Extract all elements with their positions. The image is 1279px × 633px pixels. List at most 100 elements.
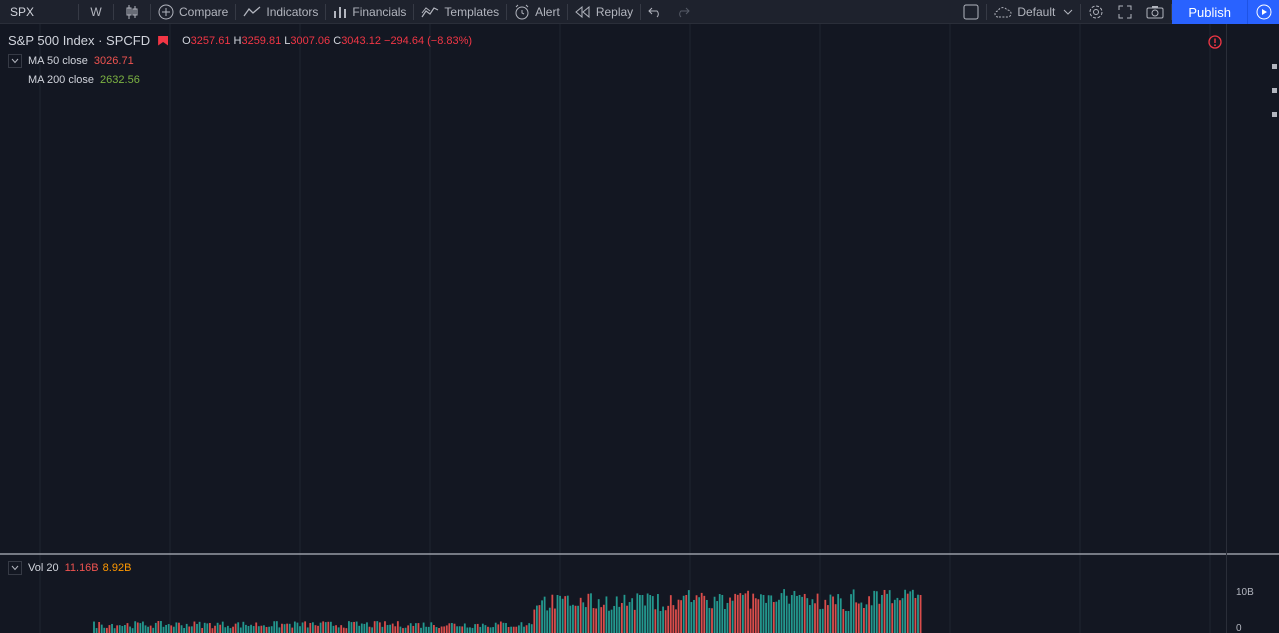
volume-bar bbox=[721, 594, 724, 633]
snapshot-button[interactable] bbox=[1139, 0, 1171, 24]
alert-button[interactable]: Alert bbox=[507, 0, 567, 24]
volume-bar bbox=[438, 628, 440, 633]
volume-bar bbox=[389, 624, 392, 633]
volume-bar bbox=[420, 627, 422, 633]
compare-button[interactable]: Compare bbox=[151, 0, 235, 24]
volume-bar bbox=[139, 623, 142, 633]
toolbar-divider bbox=[640, 3, 642, 20]
volume-bar bbox=[376, 621, 379, 633]
undo-button[interactable] bbox=[641, 0, 669, 24]
templates-button[interactable]: Templates bbox=[414, 0, 506, 24]
volume-bar bbox=[564, 596, 567, 633]
volume-bar bbox=[739, 593, 742, 633]
volume-bar bbox=[605, 596, 608, 633]
axis-marker bbox=[1272, 64, 1277, 69]
ma200-value: 2632.56 bbox=[100, 74, 140, 86]
collapse-indicators-button[interactable] bbox=[8, 54, 22, 68]
volume-bar bbox=[790, 595, 793, 633]
volume-bar bbox=[857, 603, 860, 633]
volume-bar bbox=[296, 622, 299, 633]
redo-button[interactable] bbox=[669, 0, 697, 24]
volume-bar bbox=[319, 622, 322, 633]
close-value: 3043.12 bbox=[341, 34, 381, 47]
volume-bar bbox=[309, 622, 312, 633]
volume-bar bbox=[662, 606, 664, 633]
volume-bar bbox=[136, 622, 139, 633]
volume-bar bbox=[669, 595, 672, 633]
volume-bar bbox=[793, 590, 796, 633]
volume-bar bbox=[883, 589, 886, 633]
volume-bar bbox=[610, 609, 613, 633]
templates-icon bbox=[421, 6, 439, 17]
volume-bar bbox=[304, 621, 307, 633]
volume-bar bbox=[175, 622, 178, 633]
chart-grid bbox=[0, 24, 1279, 633]
volume-bar bbox=[121, 626, 124, 633]
replay-button[interactable]: Replay bbox=[568, 0, 640, 24]
volume-bar bbox=[257, 626, 260, 633]
chart-style-button[interactable] bbox=[114, 0, 150, 24]
financials-button[interactable]: Financials bbox=[326, 0, 413, 24]
volume-layer bbox=[93, 589, 922, 633]
plus-circle-icon bbox=[158, 4, 174, 19]
volume-bar bbox=[566, 595, 569, 633]
volume-bar bbox=[657, 594, 659, 633]
volume-bar bbox=[875, 591, 878, 633]
settings-button[interactable] bbox=[1081, 0, 1111, 24]
symbol-search[interactable]: SPX bbox=[0, 0, 78, 24]
volume-bar bbox=[335, 625, 337, 633]
ma50-row[interactable]: MA 50 close 3026.71 bbox=[8, 54, 472, 68]
price-axis[interactable]: 3800.003600.003400.003200.002800.002600.… bbox=[1227, 24, 1277, 633]
fullscreen-button[interactable] bbox=[1111, 0, 1139, 24]
volume-bar bbox=[852, 589, 855, 633]
chart-legend: S&P 500 Index · SPCFD O3257.61 H3259.81 … bbox=[8, 33, 472, 86]
volume-bar bbox=[734, 593, 737, 633]
warning-icon[interactable] bbox=[1208, 35, 1222, 49]
publish-button[interactable]: Publish bbox=[1172, 0, 1247, 24]
volume-bar bbox=[322, 621, 325, 633]
volume-bar bbox=[162, 626, 165, 633]
volume-bar bbox=[765, 602, 767, 633]
toolbar-divider bbox=[506, 3, 508, 20]
ma200-row[interactable]: MA 200 close 2632.56 bbox=[28, 74, 472, 86]
volume-bar bbox=[100, 624, 103, 633]
volume-bar bbox=[569, 605, 572, 633]
volume-bar bbox=[381, 626, 384, 633]
volume-bar bbox=[783, 589, 785, 633]
volume-bar bbox=[752, 593, 755, 633]
ma50-label: MA 50 close bbox=[28, 55, 88, 67]
volume-bar bbox=[911, 589, 914, 633]
toolbar-right-group: Default Publish bbox=[956, 0, 1279, 24]
indicators-button[interactable]: Indicators bbox=[236, 0, 325, 24]
volume-bar bbox=[649, 595, 652, 633]
series-title[interactable]: S&P 500 Index · SPCFD bbox=[8, 33, 151, 48]
volume-bar bbox=[366, 622, 368, 633]
cloud-icon bbox=[994, 7, 1012, 18]
ma50-value: 3026.71 bbox=[93, 55, 134, 67]
volume-bar bbox=[850, 594, 852, 633]
volume-bar bbox=[340, 625, 343, 633]
collapse-volume-button[interactable] bbox=[8, 561, 22, 575]
volume-bar bbox=[718, 594, 721, 633]
play-button[interactable] bbox=[1247, 0, 1279, 24]
volume-bar bbox=[677, 599, 680, 633]
volume-bar bbox=[873, 590, 876, 633]
change-value: −294.64 (−8.83%) bbox=[384, 34, 473, 47]
toolbar-divider bbox=[113, 3, 114, 20]
volume-bar bbox=[265, 626, 268, 633]
volume-bar bbox=[425, 626, 428, 633]
volume-bar bbox=[559, 595, 561, 633]
price-chart[interactable]: 3800.003600.003400.003200.002800.002600.… bbox=[0, 24, 1279, 633]
volume-bar bbox=[716, 601, 719, 633]
interval-button[interactable]: W bbox=[79, 0, 113, 24]
volume-bar bbox=[479, 626, 482, 633]
layout-select[interactable]: Default bbox=[987, 0, 1080, 24]
layout-toggle-button[interactable] bbox=[956, 0, 986, 24]
volume-bar bbox=[726, 602, 729, 633]
volume-bar bbox=[554, 608, 556, 633]
volume-bar bbox=[293, 621, 296, 633]
volume-bar bbox=[239, 627, 242, 633]
volume-bar bbox=[291, 627, 294, 633]
volume-bar bbox=[711, 608, 713, 633]
volume-label: Vol 20 bbox=[28, 562, 59, 574]
